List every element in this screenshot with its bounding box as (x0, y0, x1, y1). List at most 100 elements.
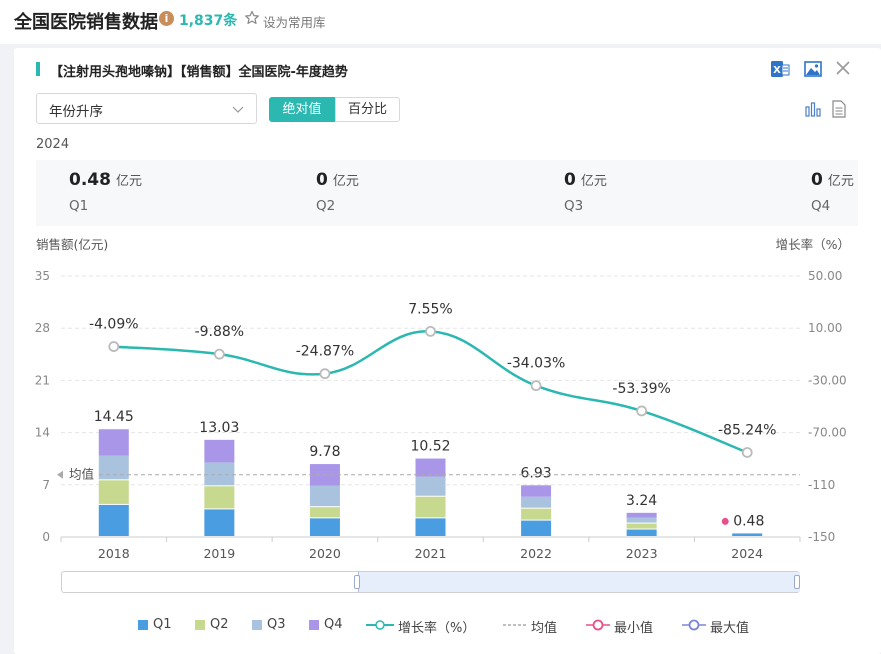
bar-segment-q1 (98, 504, 129, 536)
x-tick-label: 2022 (520, 546, 552, 561)
legend-max[interactable]: 最大值 (710, 621, 750, 636)
bar-segment-q2 (415, 496, 446, 518)
growth-point (108, 341, 120, 352)
y2-tick-label: -150 (808, 530, 835, 544)
stat-q2-value: 0 亿元 (316, 170, 359, 190)
stat-q3-label: Q3 (564, 198, 584, 214)
average-arrow-icon (57, 470, 63, 479)
legend-q4[interactable]: Q4 (324, 617, 343, 632)
growth-label: -34.03% (507, 356, 565, 372)
growth-point (741, 447, 753, 458)
sort-select[interactable]: 年份升序 (36, 93, 257, 124)
close-icon[interactable] (834, 59, 852, 77)
y2-tick-label: 10.00 (808, 321, 842, 335)
bar-segment-q4 (204, 439, 235, 463)
percentage-tab[interactable]: 百分比 (335, 97, 400, 122)
legend-q1[interactable]: Q1 (153, 617, 172, 632)
legend-q4-swatch (309, 620, 319, 630)
x-tick-label: 2019 (203, 546, 235, 561)
min-value-marker (721, 517, 729, 525)
y2-tick-label: -70.00 (808, 426, 847, 440)
x-tick-label: 2018 (98, 546, 130, 561)
bar-total-label: 0.48 (733, 513, 764, 529)
stat-q4-label: Q4 (811, 198, 831, 214)
chart-title: 【注射用头孢地嗪钠】【销售额】全国医院-年度趋势 (50, 65, 348, 80)
growth-point (425, 325, 436, 337)
y-tick-label: 14 (35, 426, 50, 440)
bar-segment-q2 (204, 486, 235, 509)
growth-label: 7.55% (408, 301, 452, 317)
growth-point (636, 405, 648, 417)
bar-chart-icon[interactable] (804, 100, 822, 118)
chevron-down-icon (232, 106, 244, 113)
bar-total-label: 6.93 (520, 465, 551, 481)
y2-tick-label: 50.00 (808, 269, 842, 283)
x-tick-label: 2024 (731, 546, 763, 561)
y2-tick-label: -110 (808, 478, 835, 492)
record-count: 1,837条 (179, 13, 238, 29)
bar-segment-q1 (732, 533, 763, 536)
table-view-icon[interactable] (831, 100, 847, 118)
star-icon[interactable] (244, 10, 260, 26)
data-zoom-slider[interactable] (61, 571, 800, 593)
x-tick-label: 2020 (309, 546, 341, 561)
legend-min-swatch (586, 619, 610, 631)
y-tick-label: 7 (42, 478, 50, 492)
y-tick-label: 21 (35, 373, 50, 387)
stat-q3-value: 0 亿元 (564, 170, 607, 190)
bar-segment-q3 (309, 485, 340, 507)
data-zoom-selection[interactable] (358, 572, 800, 592)
chart-card: 【注射用头孢地嗪钠】【销售额】全国医院-年度趋势 X 年份升序 绝对值 百分比 … (14, 48, 881, 654)
legend-average-swatch (503, 624, 527, 626)
bar-segment-q2 (626, 523, 657, 529)
legend-q2[interactable]: Q2 (210, 617, 229, 632)
bar-segment-q4 (98, 429, 129, 456)
y2-tick-label: -30.00 (808, 373, 847, 387)
growth-label: -53.39% (612, 381, 670, 397)
growth-label: -85.24% (718, 422, 776, 438)
bar-total-label: 14.45 (94, 409, 134, 425)
bar-segment-q1 (626, 529, 657, 536)
y-tick-label: 28 (35, 321, 50, 335)
growth-label: -9.88% (195, 324, 245, 340)
chart-legend: Q1 Q2 Q3 Q4 增长率（%） 均值 最小值 最大值 (14, 614, 881, 636)
zoom-end-handle[interactable] (794, 575, 800, 589)
zoom-start-handle[interactable] (354, 575, 360, 589)
info-icon[interactable]: i (159, 11, 174, 26)
bar-segment-q1 (204, 509, 235, 536)
svg-text:X: X (773, 65, 781, 76)
set-favorite-button[interactable]: 设为常用库 (263, 15, 326, 30)
legend-growth-swatch (366, 620, 394, 630)
y-tick-label: 35 (35, 269, 50, 283)
bar-total-label: 9.78 (309, 444, 340, 460)
bar-segment-q3 (626, 517, 657, 523)
page-title: 全国医院销售数据 (14, 12, 158, 33)
bar-segment-q1 (415, 518, 446, 536)
top-bar: 全国医院销售数据 i 1,837条 设为常用库 (0, 0, 881, 44)
growth-label: -4.09% (89, 317, 139, 333)
bar-segment-q3 (521, 496, 552, 508)
bar-segment-q4 (521, 485, 552, 497)
absolute-value-tab[interactable]: 绝对值 (269, 97, 335, 122)
bar-total-label: 10.52 (410, 439, 450, 455)
y-axis-title: 销售额(亿元) (36, 237, 108, 252)
y-tick-label: 0 (42, 530, 50, 544)
bar-segment-q2 (309, 507, 340, 518)
bar-segment-q1 (521, 520, 552, 536)
legend-growth[interactable]: 增长率（%） (398, 621, 476, 636)
sales-trend-chart: 销售额(亿元) 增长率（%） 0 -150 7 -110 14 -70.00 21 -30.00 2… (35, 237, 850, 561)
legend-min[interactable]: 最小值 (614, 621, 654, 636)
legend-q3[interactable]: Q3 (267, 617, 286, 632)
bar-segment-q3 (204, 462, 235, 486)
growth-point (530, 380, 542, 392)
sort-select-value: 年份升序 (49, 104, 103, 120)
legend-q3-swatch (252, 620, 262, 630)
stat-q1-value: 0.48 亿元 (69, 170, 142, 190)
image-export-icon[interactable] (803, 59, 823, 79)
legend-average[interactable]: 均值 (531, 621, 558, 636)
legend-q2-swatch (195, 620, 205, 630)
bar-segment-q4 (415, 458, 446, 477)
quarter-stats: 0.48 亿元 Q1 0 亿元 Q2 0 亿元 Q3 0 亿元 Q4 (36, 160, 858, 226)
stat-q1-label: Q1 (69, 198, 89, 214)
excel-export-icon[interactable]: X (770, 59, 790, 79)
